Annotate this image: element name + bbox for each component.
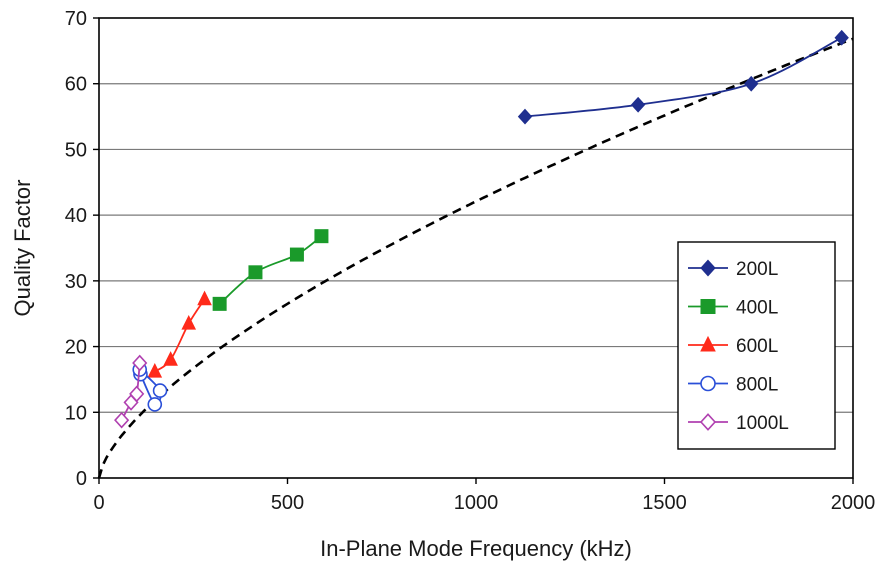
- legend-label: 1000L: [736, 413, 789, 434]
- series-1000L: [114, 354, 148, 429]
- series-600L: [147, 290, 212, 378]
- series-line: [219, 235, 322, 305]
- series-200L: [517, 29, 849, 125]
- legend-item: 800L: [688, 375, 778, 396]
- legend-item: 200L: [688, 259, 778, 280]
- y-tick-label: 50: [65, 139, 87, 161]
- data-point: [147, 397, 163, 412]
- y-tick-label: 40: [65, 205, 87, 227]
- y-axis-ticks: 0 10 20 30 40 50 60 70: [65, 8, 99, 490]
- y-tick-label: 60: [65, 74, 87, 96]
- legend-marker: [700, 259, 716, 277]
- legend-label: 200L: [736, 259, 778, 280]
- data-point: [163, 351, 178, 366]
- legend-label: 400L: [736, 298, 778, 319]
- series-line: [524, 36, 843, 118]
- y-tick-label: 30: [65, 271, 87, 293]
- data-point: [197, 290, 212, 306]
- data-point: [132, 354, 148, 372]
- y-tick-label: 20: [65, 337, 87, 359]
- legend-marker: [699, 413, 717, 431]
- x-tick-label: 1500: [642, 492, 687, 514]
- x-tick-label: 500: [271, 492, 304, 514]
- x-axis-ticks: 0 500 1000 1500 2000: [93, 478, 875, 514]
- data-point: [129, 385, 145, 403]
- data-point: [744, 75, 759, 92]
- series-layer: [114, 29, 849, 429]
- y-tick-label: 0: [76, 468, 87, 490]
- legend-item: 400L: [688, 298, 778, 319]
- legend-label: 600L: [736, 336, 778, 357]
- legend-item: 600L: [688, 335, 778, 357]
- data-point: [517, 108, 533, 125]
- data-point: [289, 247, 304, 262]
- series-400L: [212, 229, 329, 311]
- data-point: [248, 265, 263, 280]
- x-tick-label: 1000: [454, 492, 499, 514]
- data-point: [147, 362, 163, 378]
- legend-label: 800L: [736, 375, 778, 396]
- data-point: [181, 314, 197, 330]
- dashed-fit-curve: [97, 37, 854, 479]
- legend-item: 1000L: [688, 413, 789, 434]
- y-tick-label: 70: [65, 8, 87, 30]
- data-point: [152, 383, 168, 398]
- legend: 200L 400L 600L 800L 1000L: [677, 241, 836, 450]
- legend-marker: [700, 335, 716, 352]
- y-axis-title: Quality Factor: [10, 180, 35, 317]
- legend-marker: [700, 299, 716, 314]
- data-point: [212, 296, 227, 311]
- y-tick-label: 10: [65, 402, 87, 424]
- data-point: [114, 411, 130, 429]
- data-point: [630, 96, 646, 113]
- series-line: [154, 298, 206, 373]
- x-tick-label: 2000: [831, 492, 876, 514]
- data-point: [314, 229, 329, 244]
- data-point: [834, 29, 849, 46]
- legend-marker: [700, 375, 716, 392]
- x-axis-title: In-Plane Mode Frequency (kHz): [320, 536, 632, 561]
- x-tick-label: 0: [93, 492, 104, 514]
